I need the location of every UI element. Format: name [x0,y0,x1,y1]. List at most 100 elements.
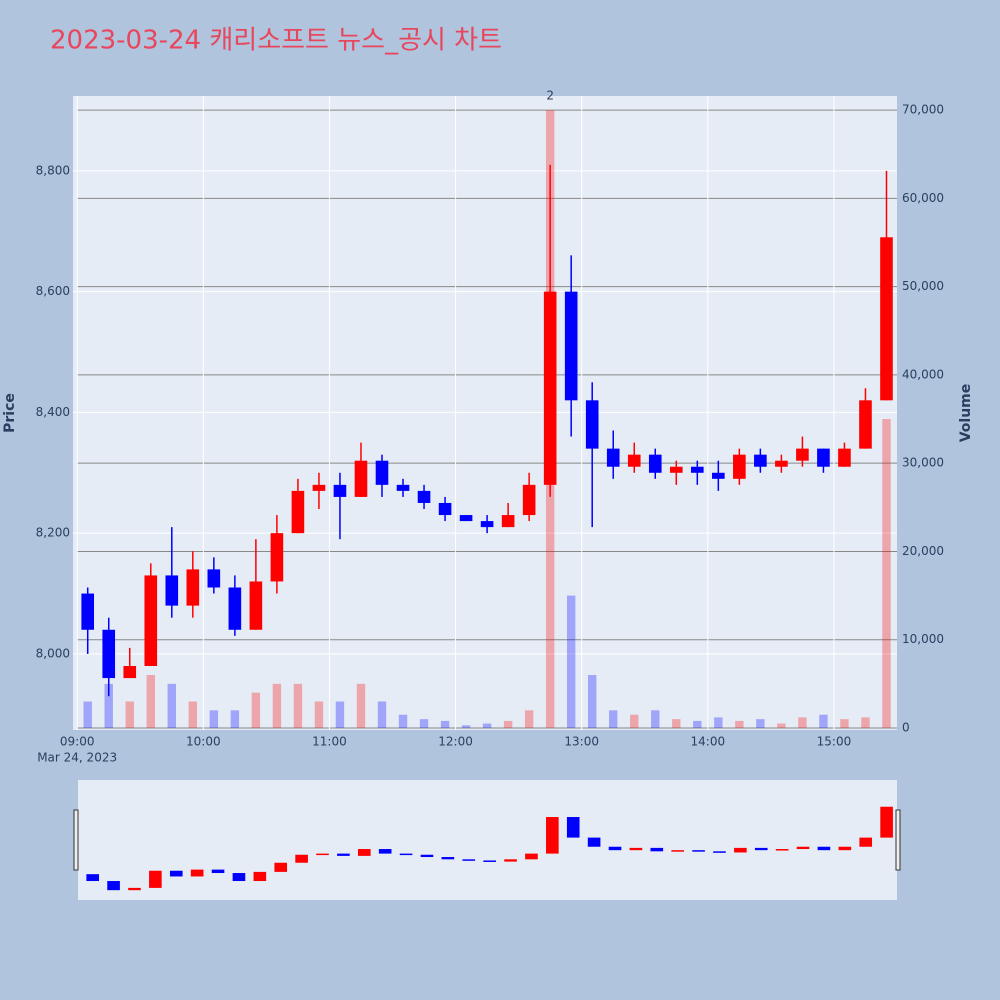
x-tick-label: 15:00 [817,735,852,749]
slider-candle [107,881,120,891]
candle-body [207,569,221,588]
slider-candle [337,853,350,856]
candle-body [417,490,431,503]
slider-candle [692,850,705,852]
candle-body [754,454,767,467]
volume-bar [630,714,639,728]
slider-candle [420,854,434,858]
annotation: 2 [546,89,554,103]
volume-bar [314,701,324,728]
volume-bar [819,714,828,728]
x-tick-label: 11:00 [312,735,347,749]
candle-body [627,454,641,467]
candle-body [375,460,389,485]
slider-candle [525,853,538,860]
y2-tick-label: 20,000 [902,544,944,558]
y2-tick-label: 30,000 [902,456,944,470]
volume-bar [798,717,807,728]
slider-candle [128,887,141,891]
slider-candle [546,817,559,854]
x-tick-label: 10:00 [186,735,221,749]
candle-body [859,400,872,449]
chart-title: 2023-03-24 캐리소프트 뉴스_공시 차트 [50,26,502,56]
volume-bar [377,701,387,728]
volume-bar [714,717,723,728]
y-axis-title: Price [2,393,18,433]
volume-bar [588,675,597,728]
slider-candle [713,851,726,853]
candle-body [186,569,200,606]
candle-body [165,575,179,606]
volume-bar [230,710,240,728]
slider-candle [859,837,873,847]
volume-bar [335,701,345,728]
candle-body [144,575,158,666]
slider-candle [566,817,580,838]
slider-candle [211,869,225,874]
slider-candle [190,869,204,877]
x-tick-label: 12:00 [438,735,473,749]
candle-body [648,454,662,473]
y-tick-label: 8,200 [36,526,70,540]
volume-bar [756,719,765,728]
y2-tick-label: 40,000 [902,367,944,381]
volume-bar [272,683,282,728]
y-tick-label: 8,400 [36,405,70,419]
volume-bar [293,683,303,728]
slider-candle [880,806,893,838]
volume-bar [503,720,513,728]
volume-bar [693,720,702,728]
x-tick-label: 13:00 [564,735,599,749]
candle-body [291,490,305,534]
volume-bar [251,692,261,728]
slider-candle [357,849,371,856]
slider-candle [796,846,810,850]
candle-body [123,665,137,679]
x-tick-label: 09:00 [60,735,95,749]
candle-body [712,472,725,479]
volume-bar [356,683,366,728]
slider-candle [608,846,622,851]
slider-handle[interactable] [73,809,79,871]
volume-bar [209,710,219,728]
candle-body [249,581,263,630]
y2-tick-label: 70,000 [902,103,944,117]
slider-candle [734,847,747,853]
volume-bar [840,719,849,728]
slider-candle [629,847,643,851]
slider-candle [253,871,267,882]
candle-body [669,466,683,473]
volume-bar [609,710,618,728]
volume-bar [777,723,786,728]
volume-bar [482,723,492,728]
y2-tick-label: 10,000 [902,632,944,646]
volume-bar [440,720,450,728]
candle-body [81,593,95,630]
candle-body [333,484,347,497]
y-tick-label: 8,800 [36,163,70,177]
y2-tick-label: 60,000 [902,191,944,205]
slider-candle [671,850,684,852]
slider-candle [149,870,162,888]
volume-bar [125,701,134,728]
candle-body [396,484,410,491]
slider-candle [650,847,664,852]
candle-body [438,502,452,516]
candle-body [564,291,578,401]
volume-bar [461,725,471,728]
candle-body [501,515,515,528]
candle-body [459,515,473,522]
volume-bar [104,683,113,728]
slider-candle [316,853,329,856]
volume-bar [861,717,870,728]
volume-bar [882,419,891,728]
x-tick-label: 14:00 [691,735,726,749]
slider-candle [86,874,99,882]
volume-bar [83,701,92,728]
slider-candle [295,854,308,863]
y2-tick-label: 0 [902,720,910,734]
candle-body [102,629,116,679]
slider-handle[interactable] [895,809,901,871]
slider-candle [483,860,496,862]
